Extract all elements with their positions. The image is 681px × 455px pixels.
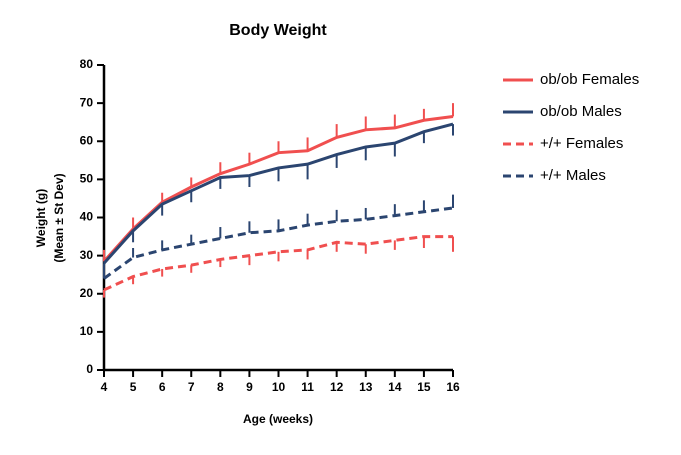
y-tick-label: 30	[80, 248, 94, 262]
y-tick-label: 40	[80, 210, 94, 224]
series-line	[103, 206, 454, 280]
legend-text: +/+ Males	[540, 167, 606, 184]
y-tick-label: 70	[80, 95, 94, 109]
y-axis-label: (Mean ± St Dev)	[52, 173, 66, 262]
legend-text: +/+ Females	[540, 135, 623, 152]
x-tick-label: 11	[301, 380, 314, 394]
y-tick-label: 80	[80, 57, 94, 71]
series-line	[102, 114, 454, 263]
x-tick-label: 13	[359, 380, 373, 394]
series-line	[103, 235, 453, 292]
x-axis-label: Age (weeks)	[243, 412, 313, 426]
x-tick-label: 16	[446, 380, 460, 394]
y-tick-label: 50	[80, 172, 94, 186]
legend-text: ob/ob Females	[540, 71, 639, 88]
x-tick-label: 8	[217, 380, 224, 394]
x-tick-label: 15	[417, 380, 431, 394]
series-line	[102, 122, 454, 265]
y-tick-label: 20	[80, 286, 94, 300]
x-tick-label: 14	[388, 380, 402, 394]
x-tick-label: 9	[246, 380, 253, 394]
y-tick-label: 0	[86, 362, 93, 376]
x-tick-label: 6	[159, 380, 166, 394]
x-tick-label: 4	[101, 380, 108, 394]
y-tick-label: 60	[80, 133, 94, 147]
chart-title: Body Weight	[229, 22, 327, 39]
x-tick-label: 12	[330, 380, 344, 394]
x-tick-label: 5	[130, 380, 137, 394]
y-axis-label: Weight (g)	[34, 189, 48, 247]
legend-text: ob/ob Males	[540, 103, 622, 120]
y-tick-label: 10	[80, 324, 94, 338]
x-tick-label: 10	[272, 380, 286, 394]
x-tick-label: 7	[188, 380, 195, 394]
